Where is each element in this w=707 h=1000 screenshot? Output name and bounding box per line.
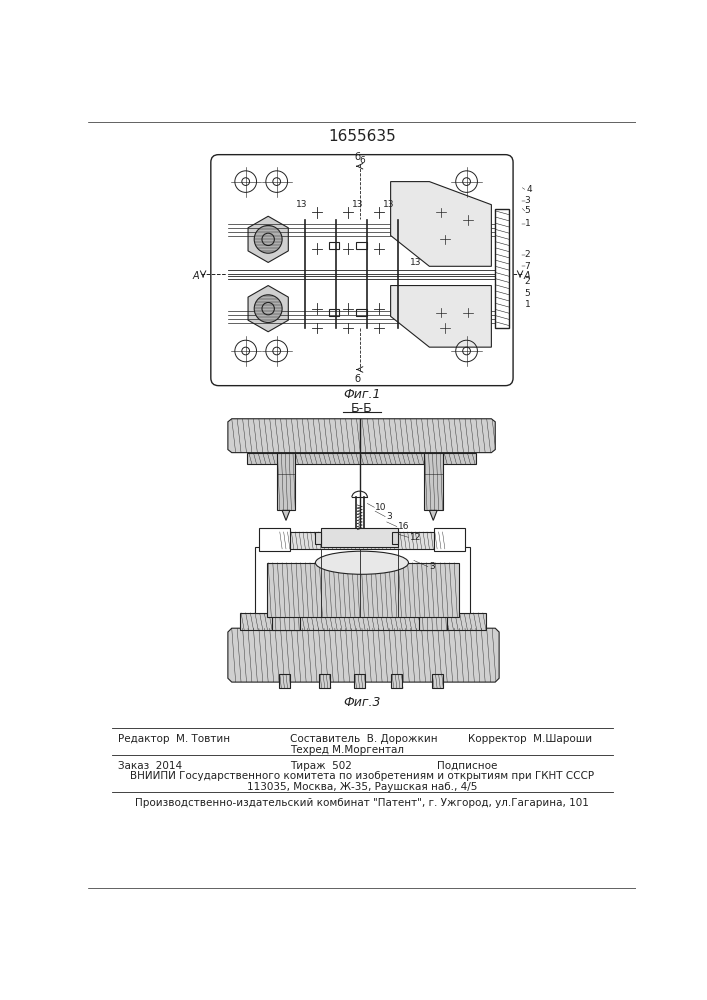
- Bar: [240, 613, 486, 630]
- Text: 5: 5: [525, 206, 530, 215]
- Text: ВНИИПИ Государственного комитета по изобретениям и открытиям при ГКНТ СССР: ВНИИПИ Государственного комитета по изоб…: [130, 771, 594, 781]
- Text: 13: 13: [410, 258, 421, 267]
- Text: 1: 1: [525, 219, 530, 228]
- Bar: [320, 674, 330, 688]
- Text: Фиг.3: Фиг.3: [343, 696, 380, 709]
- Text: 3: 3: [525, 196, 530, 205]
- Text: 16: 16: [398, 522, 410, 531]
- Bar: [356, 242, 367, 249]
- Bar: [259, 528, 290, 551]
- Text: 12: 12: [410, 533, 421, 542]
- Ellipse shape: [315, 551, 409, 574]
- Polygon shape: [391, 182, 491, 266]
- Text: Подписное: Подписное: [437, 761, 498, 771]
- Polygon shape: [429, 510, 437, 520]
- Text: 13: 13: [352, 200, 363, 209]
- Text: 1655635: 1655635: [328, 129, 396, 144]
- Text: 13: 13: [296, 200, 308, 209]
- Text: A: A: [524, 271, 530, 281]
- Polygon shape: [248, 216, 288, 262]
- Bar: [279, 674, 290, 688]
- Bar: [434, 528, 465, 551]
- Bar: [495, 209, 509, 328]
- Bar: [315, 532, 321, 544]
- Text: Производственно-издательский комбинат "Патент", г. Ужгород, ул.Гагарина, 101: Производственно-издательский комбинат "П…: [135, 798, 589, 808]
- Bar: [267, 563, 459, 617]
- Circle shape: [255, 295, 282, 323]
- Bar: [279, 532, 445, 549]
- Bar: [356, 309, 367, 316]
- Text: Техред М.Моргентал: Техред М.Моргентал: [290, 745, 404, 755]
- Bar: [424, 453, 443, 510]
- Bar: [354, 674, 365, 688]
- Polygon shape: [228, 419, 495, 453]
- Text: 3: 3: [387, 512, 392, 521]
- Bar: [432, 674, 443, 688]
- Text: б: б: [354, 152, 361, 162]
- Text: 3: 3: [429, 562, 435, 571]
- Text: A: A: [192, 271, 199, 281]
- Text: Тираж  502: Тираж 502: [290, 761, 352, 771]
- Text: 113035, Москва, Ж-35, Раушская наб., 4/5: 113035, Москва, Ж-35, Раушская наб., 4/5: [247, 782, 477, 792]
- Text: Корректор  М.Шароши: Корректор М.Шароши: [468, 734, 592, 744]
- Bar: [329, 309, 339, 316]
- Text: 2: 2: [525, 277, 530, 286]
- Text: 2: 2: [525, 250, 530, 259]
- Text: б: б: [354, 374, 361, 384]
- Bar: [321, 528, 398, 547]
- Text: 10: 10: [375, 503, 387, 512]
- Bar: [272, 568, 300, 630]
- Polygon shape: [391, 286, 491, 347]
- Text: Фиг.1: Фиг.1: [343, 388, 380, 401]
- Polygon shape: [228, 628, 499, 682]
- Bar: [392, 674, 402, 688]
- Bar: [392, 532, 398, 544]
- Text: Заказ  2014: Заказ 2014: [118, 761, 182, 771]
- Polygon shape: [282, 510, 290, 520]
- FancyBboxPatch shape: [211, 155, 513, 386]
- Bar: [419, 568, 448, 630]
- Bar: [276, 453, 296, 510]
- Text: Б-Б: Б-Б: [351, 402, 373, 415]
- Text: 7: 7: [525, 262, 530, 271]
- Text: 5: 5: [525, 289, 530, 298]
- Text: 6: 6: [360, 156, 366, 165]
- Polygon shape: [248, 286, 288, 332]
- Circle shape: [255, 225, 282, 253]
- Text: 4: 4: [526, 185, 532, 194]
- Text: 1: 1: [525, 300, 530, 309]
- Bar: [329, 242, 339, 249]
- Text: Редактор  М. Товтин: Редактор М. Товтин: [118, 734, 230, 744]
- Text: 13: 13: [383, 200, 395, 209]
- Bar: [255, 547, 470, 613]
- Text: Составитель  В. Дорожкин: Составитель В. Дорожкин: [290, 734, 438, 744]
- Bar: [247, 453, 476, 464]
